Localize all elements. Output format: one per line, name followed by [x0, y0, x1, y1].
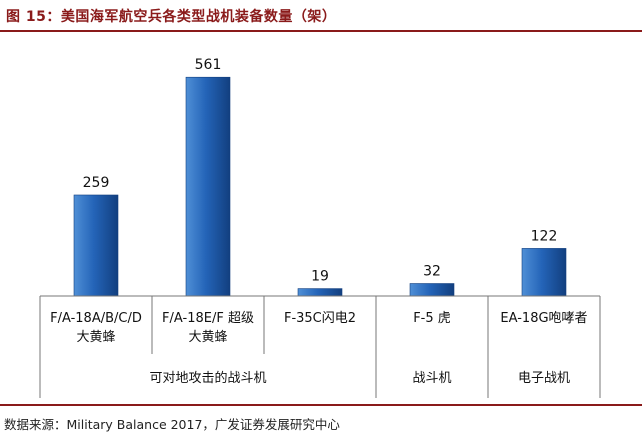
bar-1 [185, 76, 231, 297]
group-label-0: 可对地攻击的战斗机 [149, 370, 266, 386]
category-label-0-line-1: 大黄蜂 [76, 330, 115, 345]
bar-4 [521, 248, 567, 297]
category-label-1-line-1: 大黄蜂 [188, 330, 227, 345]
footer-rule [0, 404, 642, 406]
figure-title-bar: 图 15：美国海军航空兵各类型战机装备数量（架） [0, 0, 642, 32]
figure-title: 图 15：美国海军航空兵各类型战机装备数量（架） [6, 9, 337, 25]
data-label-0: 259 [83, 175, 110, 191]
bar-chart: 259 561 19 32 122 F/A-18A/B/C/D 大黄蜂 F/A-18E/F 超… [39, 57, 601, 398]
group-label-1: 战斗机 [412, 371, 451, 386]
category-label-2-line-0: F-35C闪电2 [284, 311, 356, 326]
bar-3 [409, 283, 455, 297]
category-label-1-line-0: F/A-18E/F 超级 [162, 311, 254, 326]
group-label-2: 电子战机 [518, 371, 570, 386]
bar-0 [73, 194, 119, 297]
data-label-2: 19 [311, 269, 329, 285]
data-label-4: 122 [531, 228, 558, 244]
bar-2 [297, 288, 343, 297]
source-note: 数据来源：Military Balance 2017，广发证券发展研究中心 [4, 417, 340, 432]
category-label-0-line-0: F/A-18A/B/C/D [50, 311, 142, 326]
category-label-4-line-0: EA-18G咆哮者 [500, 311, 587, 326]
data-label-1: 561 [195, 57, 222, 73]
category-label-3-line-0: F-5 虎 [413, 311, 451, 326]
data-label-3: 32 [423, 264, 441, 280]
